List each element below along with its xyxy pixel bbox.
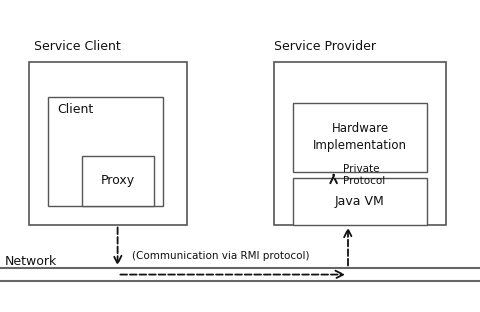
Text: Proxy: Proxy <box>100 174 135 188</box>
Text: Private
Protocol: Private Protocol <box>343 163 385 186</box>
Text: Service Client: Service Client <box>34 40 120 53</box>
Bar <box>274 62 446 225</box>
Bar <box>293 103 427 172</box>
Text: Java VM: Java VM <box>335 195 385 208</box>
Bar <box>48 97 163 206</box>
Text: Service Provider: Service Provider <box>274 40 375 53</box>
Text: Client: Client <box>58 103 94 116</box>
Bar <box>82 156 154 206</box>
Bar <box>293 178 427 225</box>
Text: Network: Network <box>5 255 57 268</box>
Text: Hardware
Implementation: Hardware Implementation <box>313 122 407 152</box>
Text: (Communication via RMI protocol): (Communication via RMI protocol) <box>132 251 310 261</box>
Bar <box>29 62 187 225</box>
